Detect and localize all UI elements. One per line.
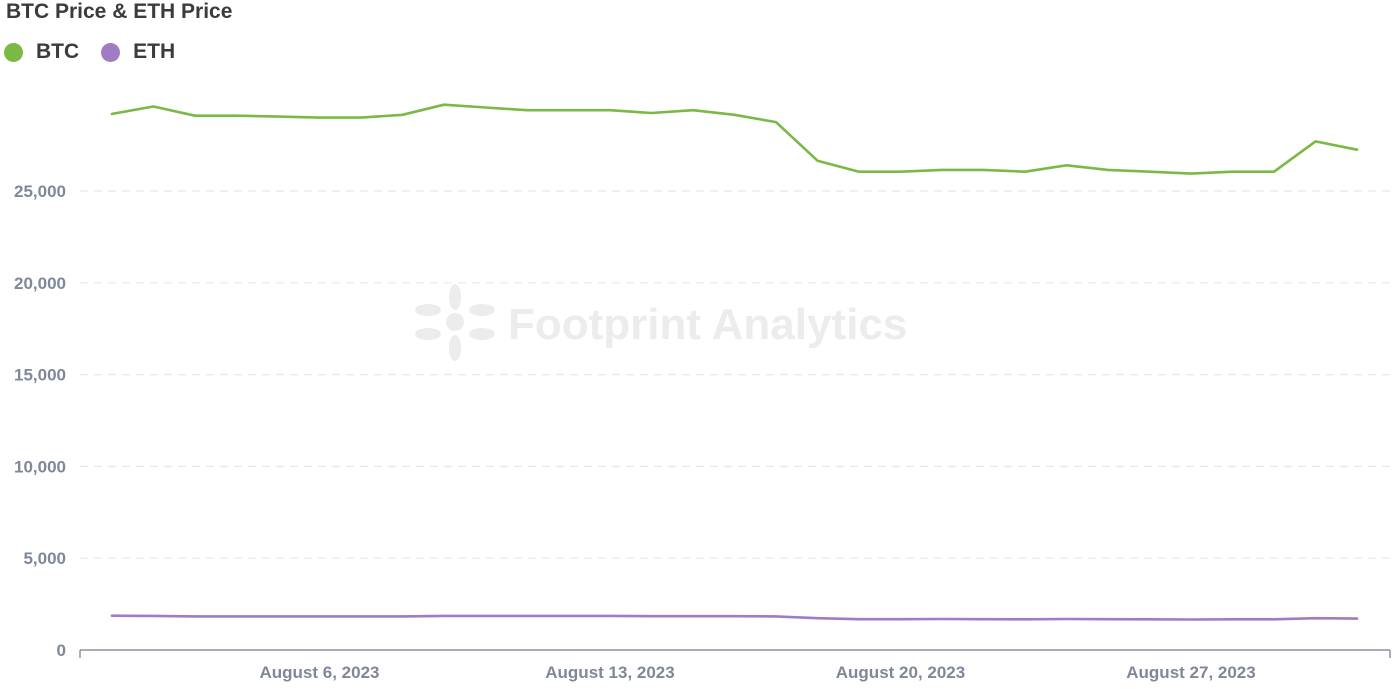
- y-tick-label: 10,000: [14, 457, 66, 476]
- series-line-btc[interactable]: [110, 103, 1359, 175]
- y-tick-label: 20,000: [14, 274, 66, 293]
- x-axis: August 6, 2023 August 13, 2023 August 20, …: [79, 649, 1391, 682]
- legend-label-btc: BTC: [36, 40, 80, 63]
- grid: [80, 190, 1390, 559]
- watermark-text: Footprint Analytics: [508, 300, 907, 349]
- series-line-eth[interactable]: [110, 614, 1359, 621]
- x-tick-label: August 13, 2023: [545, 663, 674, 682]
- y-tick-label: 0: [57, 641, 66, 660]
- legend-item-eth[interactable]: ETH: [101, 40, 175, 64]
- legend-label-eth: ETH: [133, 40, 176, 63]
- series-layer: [110, 103, 1359, 621]
- legend-dot-eth: [101, 42, 121, 62]
- legend-dot-btc: [4, 42, 23, 62]
- legend-item-btc[interactable]: BTC: [4, 40, 79, 64]
- watermark: Footprint Analytics: [415, 284, 907, 361]
- chart-legend: BTC ETH: [4, 40, 197, 64]
- chart-title: BTC Price & ETH Price: [6, 0, 233, 23]
- footprint-logo-icon: [415, 284, 495, 361]
- y-axis: 0 5,000 10,000 15,000 20,000 25,000: [14, 182, 66, 660]
- y-tick-label: 15,000: [14, 366, 66, 385]
- x-tick-label: August 6, 2023: [260, 663, 380, 682]
- y-tick-label: 5,000: [23, 549, 66, 568]
- x-tick-label: August 20, 2023: [836, 663, 965, 682]
- x-tick-label: August 27, 2023: [1126, 663, 1255, 682]
- y-tick-label: 25,000: [14, 182, 66, 201]
